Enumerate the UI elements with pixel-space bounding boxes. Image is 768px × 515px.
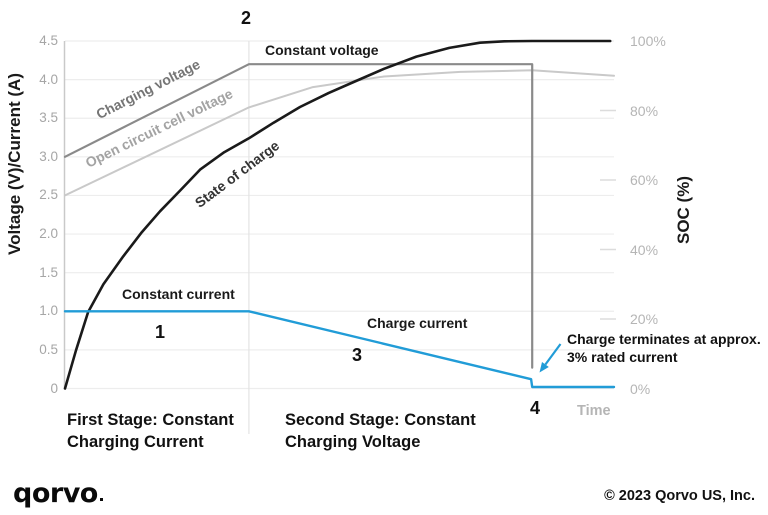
- second-stage-caption: Second Stage: Constant Charging Voltage: [285, 411, 476, 451]
- left-axis-tick-label: 2.0: [39, 226, 58, 242]
- left-axis-tick-label: 1.5: [39, 264, 58, 280]
- charge-terminates-note: Charge terminates at approx. 3% rated cu…: [567, 331, 761, 365]
- logo-trademark-dot: [99, 498, 103, 501]
- right-axis-title: SOC (%): [674, 176, 693, 244]
- left-axis-tick-label: 1.0: [39, 303, 58, 319]
- marker-3: 3: [352, 345, 363, 365]
- constant-voltage-label: Constant voltage: [265, 42, 379, 58]
- qorvo-logo: qorvo: [13, 480, 103, 507]
- constant-current-label: Constant current: [122, 286, 235, 302]
- series-charging-voltage: [63, 63, 534, 369]
- marker-2: 2: [241, 8, 252, 28]
- time-axis-label: Time: [577, 403, 611, 419]
- copyright-text: © 2023 Qorvo US, Inc.: [604, 488, 755, 504]
- left-axis-tick-label: 3.0: [39, 148, 58, 164]
- charge-current-label: Charge current: [367, 315, 468, 331]
- series-charge-current: [63, 310, 616, 389]
- terminate-arrow-head: [539, 362, 549, 373]
- left-axis-tick-label: 0: [50, 380, 58, 396]
- left-axis-tick-label: 4.0: [39, 71, 58, 87]
- right-axis-tick-label: 100%: [630, 33, 666, 49]
- right-axis-tick-label: 80%: [630, 102, 659, 119]
- right-axis-tick-label: 40%: [630, 241, 659, 258]
- left-axis-tick-label: 3.5: [39, 110, 58, 126]
- series-state-of-charge: [63, 39, 612, 390]
- left-axis-tick-label: 2.5: [39, 187, 58, 203]
- terminate-arrow-shaft: [544, 343, 562, 366]
- right-axis-tick-label: 60%: [630, 172, 659, 188]
- left-axis-tick-label: 4.5: [39, 33, 58, 48]
- marker-1: 1: [155, 322, 166, 342]
- first-stage-caption: First Stage: Constant Charging Current: [67, 411, 234, 451]
- qorvo-logo-text: qorvo: [13, 478, 98, 509]
- right-axis-tick-label: 0%: [630, 380, 651, 397]
- marker-4: 4: [530, 398, 541, 418]
- right-axis-tick-label: 20%: [630, 311, 659, 327]
- left-axis-tick-label: 0.5: [39, 341, 58, 357]
